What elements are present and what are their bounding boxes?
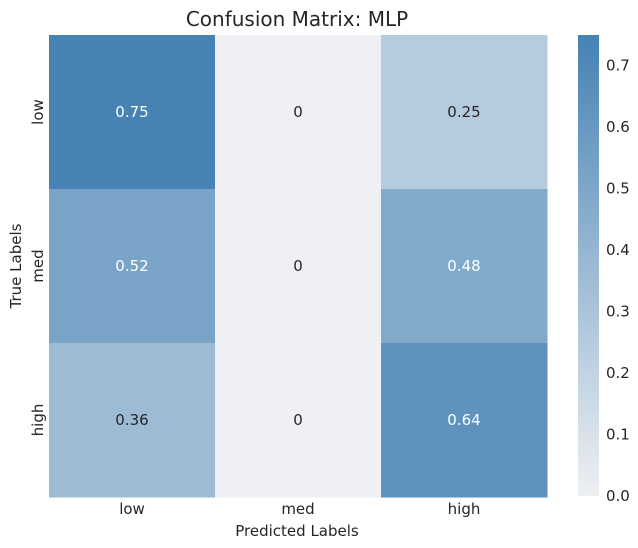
heatmap-cell — [49, 343, 216, 498]
y-tick-label: med — [29, 249, 47, 282]
cell-value-label: 0.75 — [115, 103, 148, 121]
y-tick-label: high — [29, 404, 47, 437]
heatmap-cell — [215, 35, 382, 190]
heatmap-cell-labels: 0.75 0 0.25 0.52 0 0.48 0.36 0 0.64 — [115, 103, 480, 429]
chart-title: Confusion Matrix: MLP — [186, 7, 408, 31]
cell-value-label: 0.64 — [447, 411, 480, 429]
y-axis-label: True Labels — [7, 223, 25, 309]
colorbar-tick-label: 0.4 — [606, 241, 630, 259]
x-tick-label: med — [281, 500, 314, 518]
heatmap-cell — [381, 35, 548, 190]
colorbar-gradient — [578, 35, 599, 496]
y-tick-label: low — [29, 99, 47, 125]
colorbar-tick-label: 0.7 — [606, 57, 630, 75]
heatmap-cell — [49, 35, 216, 190]
colorbar-tick-label: 0.0 — [606, 487, 630, 505]
x-tick-labels: low med high — [119, 500, 480, 518]
x-axis-label: Predicted Labels — [235, 522, 359, 540]
heatmap-cells — [49, 35, 548, 498]
colorbar-tick-labels: 0.0 0.1 0.2 0.3 0.4 0.5 0.6 0.7 — [606, 57, 630, 505]
colorbar-tick-label: 0.3 — [606, 303, 630, 321]
x-tick-label: high — [448, 500, 481, 518]
colorbar-tick-label: 0.5 — [606, 180, 630, 198]
colorbar: 0.0 0.1 0.2 0.3 0.4 0.5 0.6 0.7 — [578, 35, 630, 505]
heatmap-cell — [381, 189, 548, 344]
cell-value-label: 0 — [293, 257, 303, 275]
y-tick-labels: low med high — [29, 99, 47, 436]
x-tick-label: low — [119, 500, 145, 518]
colorbar-tick-label: 0.6 — [606, 118, 630, 136]
cell-value-label: 0 — [293, 103, 303, 121]
cell-value-label: 0.36 — [115, 411, 148, 429]
heatmap-cell — [49, 189, 216, 344]
heatmap-cell — [215, 343, 382, 498]
colorbar-tick-label: 0.2 — [606, 364, 630, 382]
cell-value-label: 0.25 — [447, 103, 480, 121]
cell-value-label: 0.48 — [447, 257, 480, 275]
colorbar-tick-label: 0.1 — [606, 426, 630, 444]
heatmap-cell — [215, 189, 382, 344]
cell-value-label: 0.52 — [115, 257, 148, 275]
heatmap-cell — [381, 343, 548, 498]
cell-value-label: 0 — [293, 411, 303, 429]
